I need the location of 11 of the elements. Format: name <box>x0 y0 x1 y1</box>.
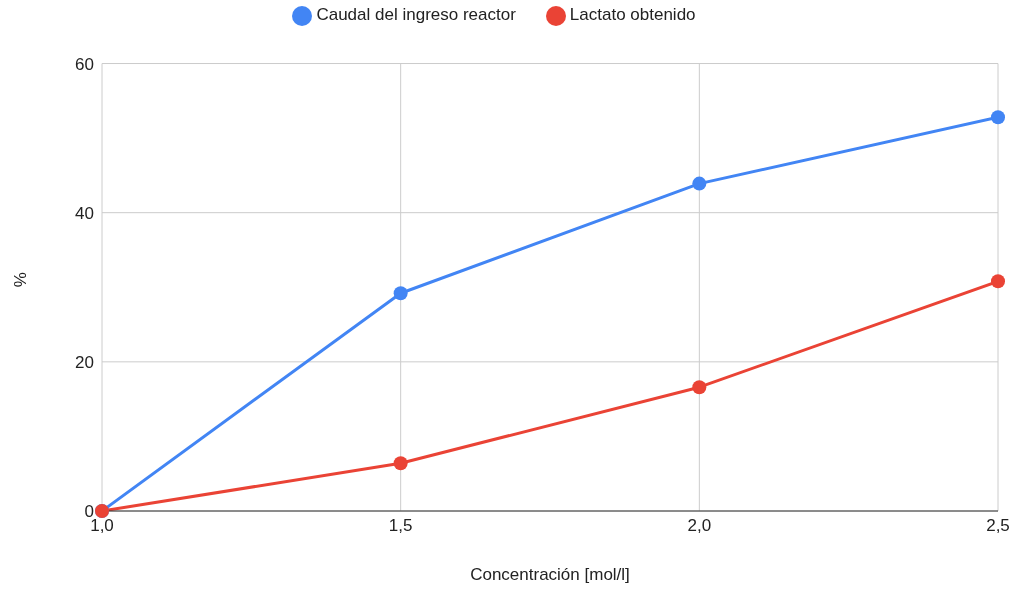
y-axis-title: % <box>11 272 31 288</box>
legend-label: Caudal del ingreso reactor <box>316 5 516 24</box>
x-tick-label: 2,0 <box>687 516 712 536</box>
x-tick-label: 1,5 <box>388 516 413 536</box>
x-tick-label: 1,0 <box>90 516 114 536</box>
y-tick-label: 40 <box>75 203 94 223</box>
x-axis-title: Concentración [mol/l] <box>470 565 630 584</box>
y-tick-label: 20 <box>75 352 94 372</box>
y-tick-label: 60 <box>75 54 94 74</box>
legend-label: Lactato obtenido <box>569 5 696 24</box>
x-tick-label: 2,5 <box>986 516 1010 536</box>
